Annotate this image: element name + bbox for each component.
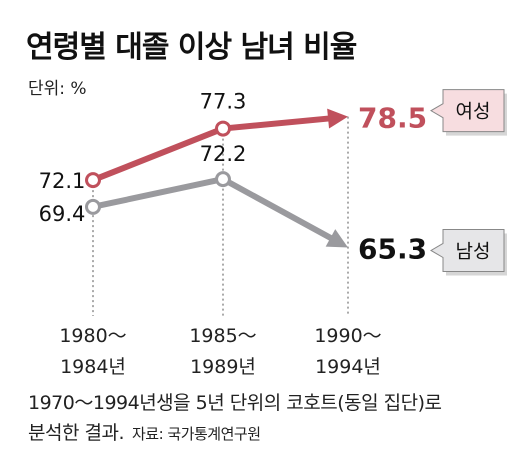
source-label: 자료: 국가통계연구원 xyxy=(131,425,261,443)
x-tick-label-1-1: 1980～ xyxy=(59,325,126,347)
data-label-male-2: 72.2 xyxy=(200,142,247,166)
data-point-1-2 xyxy=(215,120,231,137)
data-point-2-2 xyxy=(215,171,231,188)
x-tick-label-2-2: 1989년 xyxy=(190,356,256,378)
data-label-male-3: 65.3 xyxy=(358,232,427,265)
x-tick-label-3-2: 1994년 xyxy=(315,356,381,378)
x-tick-label-1-2: 1984년 xyxy=(60,356,126,378)
legend-female-box xyxy=(430,89,505,133)
data-point-1-1 xyxy=(85,172,101,189)
data-label-female-1: 72.1 xyxy=(39,169,86,193)
data-point-2-1 xyxy=(85,198,101,215)
footnote: 1970～1994년생을 5년 단위의 코호트(동일 집단)로 분석한 결과. 자… xyxy=(28,388,442,449)
x-tick-label-2-1: 1985～ xyxy=(189,325,256,347)
x-tick-label-3-1: 1990～ xyxy=(314,325,381,347)
data-label-female-3: 78.5 xyxy=(358,102,427,135)
series-arrow-1 xyxy=(327,108,348,129)
legend-male-box xyxy=(430,228,505,272)
data-label-male-1: 69.4 xyxy=(39,202,86,226)
series-line-2 xyxy=(92,176,336,243)
legend-male-label: 남성 xyxy=(456,240,491,262)
series-arrow-2 xyxy=(325,229,348,248)
footnote-line-1: 1970～1994년생을 5년 단위의 코호트(동일 집단)로 xyxy=(28,392,442,414)
footnote-line-2: 분석한 결과. xyxy=(28,422,124,444)
data-label-female-2: 77.3 xyxy=(200,90,247,114)
unit-label: 단위: % xyxy=(28,79,87,99)
legend-female-label: 여성 xyxy=(456,101,491,123)
chart-title: 연령별 대졸 이상 남녀 비율 xyxy=(26,30,357,65)
